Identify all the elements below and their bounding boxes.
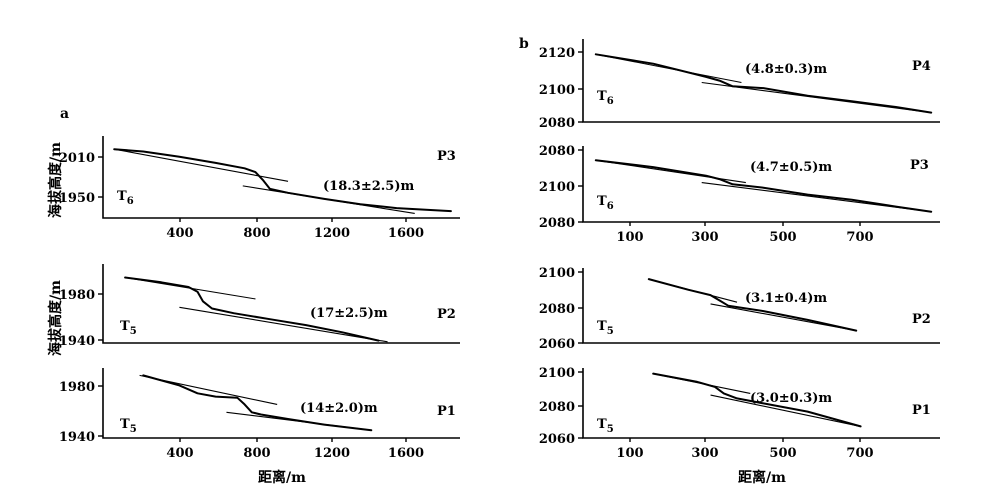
offset-annotation: (18.3±2.5)m xyxy=(323,179,414,194)
terrace-label: T5 xyxy=(597,319,614,337)
terrace-label: T5 xyxy=(597,417,614,435)
x-tick-label: 1200 xyxy=(314,446,350,461)
x-tick-label: 800 xyxy=(243,226,270,241)
y-tick-label: 2010 xyxy=(59,151,95,166)
x-tick-label: 100 xyxy=(616,446,643,461)
terrain-profile-line xyxy=(594,159,933,213)
profile-label: P3 xyxy=(910,158,929,173)
x-tick-label: 400 xyxy=(166,446,193,461)
terrain-profile-line xyxy=(124,276,380,342)
y-tick-label: 2080 xyxy=(539,116,575,131)
x-tick-label: 400 xyxy=(166,226,193,241)
y-tick-label: 1980 xyxy=(59,380,95,395)
y-tick-label: 2080 xyxy=(539,400,575,415)
profile-label: P1 xyxy=(912,403,931,418)
x-tick-label: 100 xyxy=(616,230,643,245)
y-tick-label: 1980 xyxy=(59,288,95,303)
x-tick-label: 300 xyxy=(691,230,718,245)
terrain-profile-line xyxy=(142,374,373,432)
profile-label: P2 xyxy=(912,312,931,327)
x-tick-label: 1600 xyxy=(388,446,424,461)
axis-lines xyxy=(102,264,460,344)
y-tick-label: 2100 xyxy=(539,266,575,281)
profile-label: P1 xyxy=(437,404,456,419)
y-tick-label: 2100 xyxy=(539,366,575,381)
x-axis-label: 距离/m xyxy=(738,469,786,486)
lower-trend-line xyxy=(710,394,861,427)
y-tick-label: 2120 xyxy=(539,46,575,61)
terrain-profile-line xyxy=(594,53,933,114)
profile-panel-5: 2080 2100 2080 100 300 500 700 P3 T6 (4.7±0.5)m xyxy=(539,144,940,245)
x-tick-label: 500 xyxy=(769,446,796,461)
lower-trend-line xyxy=(179,306,388,343)
x-tick-label: 1200 xyxy=(314,226,350,241)
terrain-profile-line xyxy=(113,148,452,213)
terrace-label: T6 xyxy=(597,194,614,212)
y-tick-label: 2080 xyxy=(539,216,575,231)
axis-lines xyxy=(582,146,940,223)
offset-annotation: (3.0±0.3)m xyxy=(750,391,832,406)
y-tick-label: 2100 xyxy=(539,83,575,98)
terrain-profile-line xyxy=(647,278,858,332)
panel-label: b xyxy=(519,36,529,52)
x-tick-label: 700 xyxy=(846,230,873,245)
terrace-label: T6 xyxy=(117,189,134,207)
profile-panel-6: 2100 2080 2060 P2 T5 (3.1±0.4)m xyxy=(539,266,940,352)
y-tick-label: 2080 xyxy=(539,302,575,317)
y-tick-label: 1940 xyxy=(59,430,95,445)
axis-lines xyxy=(102,136,460,219)
x-axis-label: 距离/m xyxy=(258,469,306,486)
x-tick-label: 1600 xyxy=(388,226,424,241)
upper-trend-line xyxy=(114,148,289,182)
axis-lines xyxy=(102,368,460,439)
profile-panel-3: 1980 1940 400 800 1200 1600 P1 T5 (14±2.0)m xyxy=(59,368,460,461)
profile-label: P2 xyxy=(437,307,456,322)
y-axis-label: 海拔高度/m xyxy=(47,280,64,356)
x-tick-label: 300 xyxy=(691,446,718,461)
terrace-label: T6 xyxy=(597,89,614,107)
profile-panel-4: 2120 2100 2080 b P4 T6 (4.8±0.3)m xyxy=(519,36,940,131)
profile-label: P3 xyxy=(437,149,456,164)
offset-annotation: (3.1±0.4)m xyxy=(745,291,827,306)
y-tick-label: 1950 xyxy=(59,191,95,206)
profile-panel-1: 2010 1950 400 800 1200 1600 a P3 T6 (18.3±2.5)m xyxy=(59,106,460,241)
y-tick-label: 2060 xyxy=(539,432,575,447)
offset-annotation: (4.7±0.5)m xyxy=(750,160,832,175)
offset-annotation: (17±2.5)m xyxy=(310,306,388,321)
panel-label: a xyxy=(60,106,69,122)
y-tick-label: 2100 xyxy=(539,180,575,195)
profile-panel-7: 2100 2080 2060 100 300 500 700 P1 T5 (3.0±0.3)m xyxy=(539,366,940,461)
terrace-label: T5 xyxy=(120,319,137,337)
y-tick-label: 1940 xyxy=(59,334,95,349)
y-tick-label: 2060 xyxy=(539,337,575,352)
x-tick-label: 800 xyxy=(243,446,270,461)
x-tick-label: 500 xyxy=(769,230,796,245)
profile-panel-2: 1980 1940 P2 T5 (17±2.5)m xyxy=(59,264,460,349)
y-axis-label: 海拔高度/m xyxy=(47,142,64,218)
y-tick-label: 2080 xyxy=(539,144,575,159)
terrace-label: T5 xyxy=(120,417,137,435)
terrain-profile-line xyxy=(652,372,862,428)
offset-annotation: (4.8±0.3)m xyxy=(745,62,827,77)
x-tick-label: 700 xyxy=(846,446,873,461)
profile-label: P4 xyxy=(912,59,931,74)
offset-annotation: (14±2.0)m xyxy=(300,401,378,416)
axis-lines xyxy=(582,39,940,123)
